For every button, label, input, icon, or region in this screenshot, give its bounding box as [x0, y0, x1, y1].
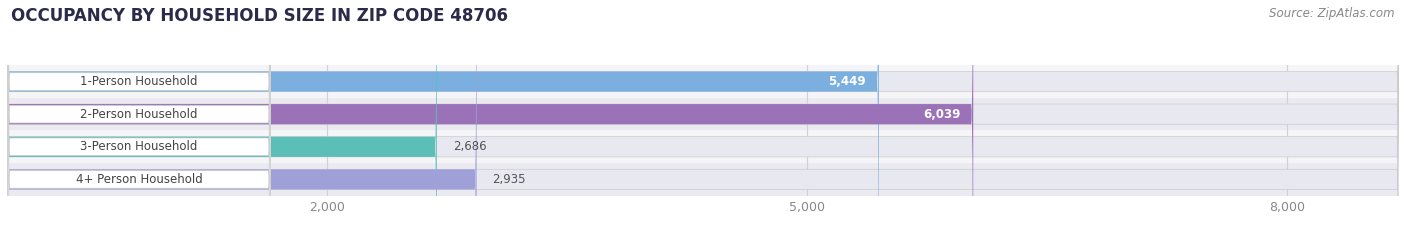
Text: OCCUPANCY BY HOUSEHOLD SIZE IN ZIP CODE 48706: OCCUPANCY BY HOUSEHOLD SIZE IN ZIP CODE … — [11, 7, 508, 25]
Bar — [7, 130, 1399, 163]
Bar — [7, 98, 1399, 130]
FancyBboxPatch shape — [8, 0, 270, 233]
FancyBboxPatch shape — [7, 0, 973, 233]
Bar — [7, 65, 1399, 98]
Bar — [7, 163, 1399, 196]
FancyBboxPatch shape — [7, 0, 1399, 233]
FancyBboxPatch shape — [7, 0, 477, 233]
FancyBboxPatch shape — [7, 0, 437, 233]
FancyBboxPatch shape — [8, 0, 270, 233]
Text: 5,449: 5,449 — [828, 75, 866, 88]
Text: 2,935: 2,935 — [492, 173, 526, 186]
Text: 2,686: 2,686 — [453, 140, 486, 153]
FancyBboxPatch shape — [8, 0, 270, 233]
FancyBboxPatch shape — [7, 0, 1399, 233]
Text: 3-Person Household: 3-Person Household — [80, 140, 198, 153]
Text: Source: ZipAtlas.com: Source: ZipAtlas.com — [1270, 7, 1395, 20]
FancyBboxPatch shape — [7, 0, 879, 233]
FancyBboxPatch shape — [7, 0, 1399, 233]
Text: 6,039: 6,039 — [924, 108, 960, 121]
FancyBboxPatch shape — [7, 0, 1399, 233]
Text: 2-Person Household: 2-Person Household — [80, 108, 198, 121]
Text: 1-Person Household: 1-Person Household — [80, 75, 198, 88]
FancyBboxPatch shape — [8, 0, 270, 233]
Text: 4+ Person Household: 4+ Person Household — [76, 173, 202, 186]
